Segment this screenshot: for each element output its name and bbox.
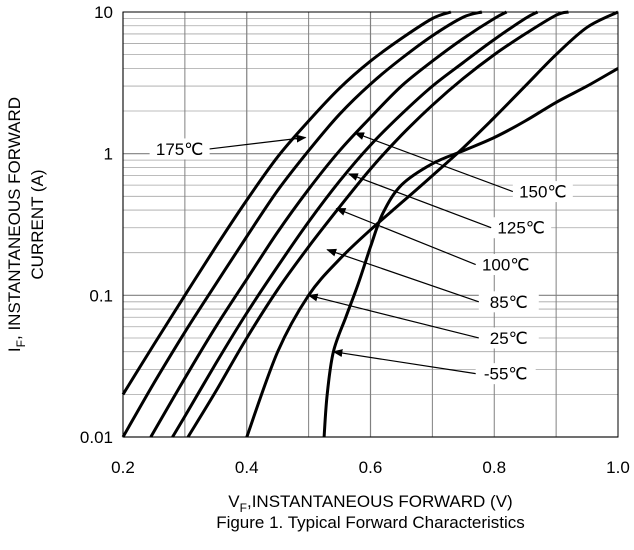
callout-label: 150℃	[519, 183, 566, 202]
callouts: 175℃ 150℃ 125℃ 100℃ 85℃ 25℃ -55℃	[149, 132, 573, 385]
callout-label-box	[478, 327, 539, 349]
x-axis-title-sub: F	[240, 501, 247, 515]
x-axis-title-main: V	[228, 492, 240, 511]
x-tick-label: 0.4	[235, 458, 259, 477]
y-axis-title-main: I	[5, 347, 24, 352]
chart-caption: Figure 1. Typical Forward Characteristic…	[216, 513, 525, 532]
callout-150c: 150℃	[354, 132, 573, 203]
x-tick-label: 0.8	[482, 458, 506, 477]
y-tick-label: 0.1	[89, 286, 113, 305]
callout-125c: 125℃	[347, 173, 552, 239]
x-axis-title: VF,INSTANTANEOUS FORWARD (V)	[228, 492, 512, 515]
callout-label-box	[491, 217, 552, 239]
plot-frame	[122, 11, 619, 438]
series-line-175c	[121, 10, 452, 396]
callout-label: 85℃	[490, 293, 528, 312]
y-axis-title-rest: , INSTANTANEOUS FORWARD	[5, 97, 24, 340]
x-tick-label: 0.2	[111, 458, 135, 477]
callout-arrow	[354, 132, 514, 193]
callout-arrow	[347, 173, 492, 229]
y-tick-label: 1	[104, 145, 113, 164]
series-line-minus55c	[322, 67, 619, 438]
y-tick-label: 0.01	[80, 428, 113, 447]
callout-label-box	[478, 291, 539, 313]
y-tick-label: 10	[94, 3, 113, 22]
y-axis-title-line1: IF, INSTANTANEOUS FORWARD	[5, 97, 28, 352]
callout-arrow	[209, 134, 307, 150]
callout-arrow	[332, 349, 476, 375]
x-tick-label: 0.6	[359, 458, 383, 477]
y-axis-title-sub: F	[14, 340, 28, 347]
callout-arrow	[326, 248, 479, 303]
callout-175c: 175℃	[149, 134, 307, 160]
x-tick-label: 1.0	[606, 458, 630, 477]
callout-label-box	[149, 138, 210, 160]
y-axis-title-line2: CURRENT (A)	[28, 169, 47, 279]
callout-label-box	[475, 363, 536, 385]
series-line-125c	[149, 10, 508, 438]
y-axis-title: IF, INSTANTANEOUS FORWARD CURRENT (A)	[5, 97, 47, 352]
callout-25c: 25℃	[307, 293, 539, 349]
callout-label-box	[475, 254, 536, 276]
x-axis-title-rest: ,INSTANTANEOUS FORWARD (V)	[247, 492, 513, 511]
callout-label: 175℃	[156, 140, 203, 159]
y-tick-labels: 0.01 0.1 1 10	[80, 3, 113, 447]
callout-label: -55℃	[484, 365, 528, 384]
series-line-25c	[245, 10, 619, 438]
callout-arrow	[335, 207, 476, 266]
callout-100c: 100℃	[335, 207, 536, 276]
x-tick-labels: 0.2 0.4 0.6 0.8 1.0	[111, 458, 630, 477]
callout-label: 25℃	[490, 329, 528, 348]
series-line-100c	[171, 10, 539, 438]
callout-label: 100℃	[482, 256, 529, 275]
callout-arrow	[307, 293, 479, 339]
series-line-150c	[121, 10, 483, 438]
callout-label: 125℃	[497, 219, 544, 238]
callout-85c: 85℃	[326, 248, 539, 313]
callout-label-box	[512, 181, 573, 203]
series-lines	[121, 10, 619, 438]
callout-minus55c: -55℃	[332, 349, 536, 385]
series-line-85c	[186, 10, 569, 438]
